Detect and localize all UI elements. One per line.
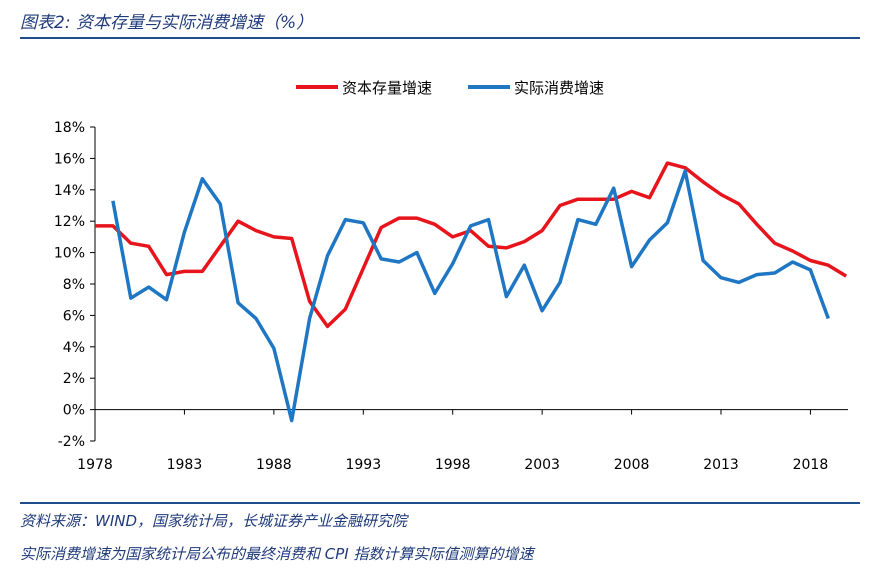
y-tick-label: 8%	[63, 277, 85, 293]
legend-item-capital-label: 资本存量增速	[342, 79, 432, 97]
source-note: 资料来源：WIND，国家统计局，长城证券产业金融研究院	[20, 512, 408, 530]
x-tick-label: 2008	[614, 457, 650, 473]
y-tick-label: 4%	[63, 340, 85, 356]
figure-title: 图表2: 资本存量与实际消费增速（%）	[20, 13, 314, 33]
real-consumption-growth-line	[111, 169, 830, 423]
y-tick-label: 0%	[63, 403, 85, 419]
y-tick-label: 16%	[54, 151, 85, 167]
method-note: 实际消费增速为国家统计局公布的最终消费和 CPI 指数计算实际值测算的增速	[20, 545, 534, 563]
y-tick-label: -2%	[58, 434, 85, 450]
series-lines	[95, 161, 848, 423]
x-tick-label: 2018	[793, 457, 829, 473]
legend-item-consumption-label: 实际消费增速	[514, 79, 604, 97]
y-tick-label: 18%	[54, 120, 85, 136]
legend: 资本存量增速 实际消费增速	[296, 79, 604, 97]
line-chart: 资本存量增速 实际消费增速 -2% 0% 2% 4% 6% 8% 10% 12% 14% 16% 18…	[54, 79, 848, 473]
x-tick-label: 2013	[703, 457, 739, 473]
y-tick-label: 10%	[54, 246, 85, 262]
top-rule	[20, 37, 860, 39]
x-tick-label: 2003	[524, 457, 560, 473]
axes: -2% 0% 2% 4% 6% 8% 10% 12% 14% 16% 18% 1978 1983 1988…	[54, 120, 848, 473]
x-tick-label: 1998	[435, 457, 471, 473]
y-tick-label: 6%	[63, 308, 85, 324]
y-tick-label: 12%	[54, 214, 85, 230]
capital-stock-growth-line	[95, 161, 848, 329]
x-tick-label: 1983	[167, 457, 203, 473]
bottom-rule	[20, 502, 860, 504]
x-tick-label: 1988	[256, 457, 292, 473]
y-tick-label: 2%	[63, 371, 85, 387]
y-tick-label: 14%	[54, 183, 85, 199]
x-tick-label: 1978	[77, 457, 113, 473]
x-tick-label: 1993	[345, 457, 381, 473]
